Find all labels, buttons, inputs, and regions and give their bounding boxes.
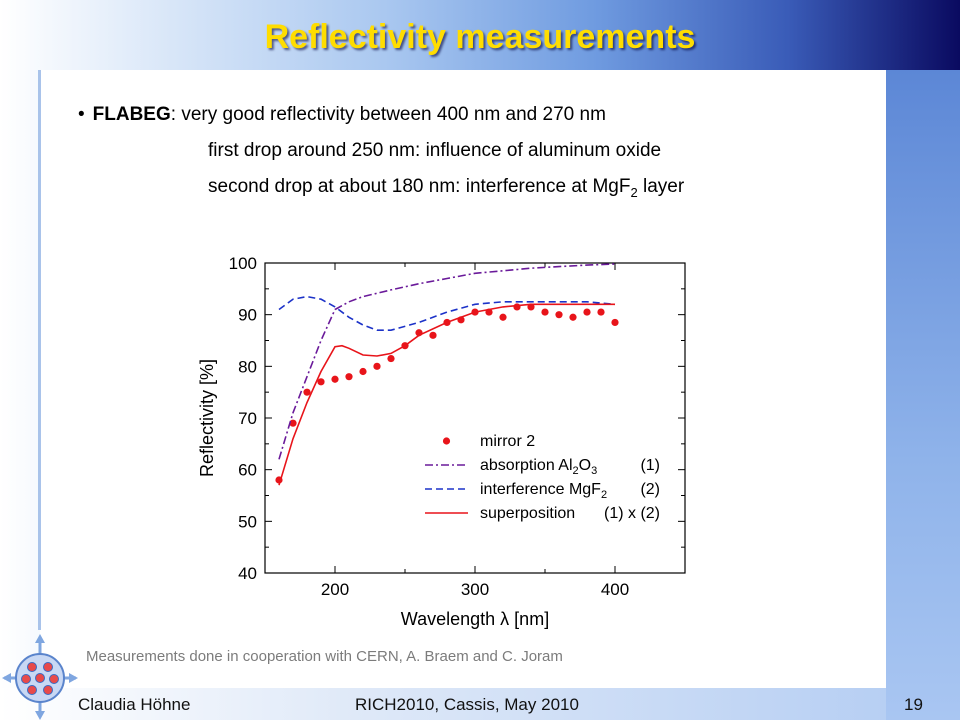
data-point-mirror-2 [569, 313, 577, 321]
data-point-mirror-2 [611, 318, 619, 327]
data-point-mirror-2 [583, 308, 591, 316]
slide-title: Reflectivity measurements [264, 18, 696, 56]
data-point-mirror-2 [499, 313, 507, 321]
y-tick-label: 100 [229, 254, 257, 273]
bullet-line-3-sub: 2 [630, 184, 638, 200]
data-point-mirror-2 [317, 378, 325, 386]
data-point-mirror-2 [541, 308, 549, 316]
y-axis-label: Reflectivity [%] [197, 359, 217, 477]
page-number: 19 [904, 695, 923, 714]
bullet-line-3-pre: second drop at about 180 nm: interferenc… [208, 176, 631, 197]
series-line-3 [278, 303, 615, 486]
bullet-line-1: • FLABEG: very good reflectivity between … [78, 104, 606, 126]
legend-label: mirror 2 [480, 433, 535, 450]
legend-label: superposition [480, 505, 575, 522]
legend-tag: (2) [640, 481, 660, 498]
footer-background [0, 688, 886, 720]
legend-label: absorption Al2O3 [480, 457, 597, 477]
footer-author: Claudia Höhne [78, 695, 191, 714]
content-area [40, 70, 886, 688]
bullet-dot: • [78, 104, 85, 125]
legend-entry-3: superposition (1) x (2) [425, 505, 660, 522]
left-decorative-bar [38, 70, 41, 630]
caption: Measurements done in cooperation with CE… [86, 648, 563, 665]
data-point-mirror-2 [597, 308, 605, 316]
x-tick-label: 400 [601, 580, 629, 599]
data-point-mirror-2 [429, 331, 437, 339]
series-line-1 [278, 263, 616, 460]
legend-entry-1: absorption Al2O3 (1) [425, 457, 660, 477]
x-tick-label: 300 [461, 580, 489, 599]
bullet-line-2: first drop around 250 nm: influence of a… [208, 140, 662, 161]
legend-label: interference MgF2 [480, 481, 607, 501]
y-tick-label: 40 [238, 564, 257, 583]
y-tick-label: 60 [238, 461, 257, 480]
legend-entry-2: interference MgF2 (2) [425, 481, 660, 501]
data-point-mirror-2 [387, 354, 395, 363]
right-decorative-band [886, 70, 960, 720]
data-point-mirror-2 [303, 388, 311, 396]
bullet-line-3: second drop at about 180 nm: interferenc… [208, 176, 684, 200]
x-axis-label: Wavelength λ [nm] [401, 609, 549, 629]
data-point-mirror-2 [373, 362, 381, 370]
bullet-lead: FLABEG [92, 104, 171, 125]
data-point-mirror-2 [359, 367, 367, 376]
bullet-line-3-post: layer [637, 176, 685, 197]
y-tick-label: 50 [238, 512, 257, 531]
data-point-mirror-2 [513, 303, 521, 311]
footer-conference: RICH2010, Cassis, May 2010 [355, 695, 579, 714]
bullet-line-1-text: : very good reflectivity between 400 nm … [170, 104, 606, 125]
series-line-2 [278, 295, 616, 331]
data-point-mirror-2 [345, 373, 353, 381]
legend-marker [442, 437, 451, 445]
y-tick-label: 80 [238, 357, 257, 376]
y-tick-label: 90 [238, 306, 257, 325]
legend-entry-0: mirror 2 [442, 433, 535, 450]
y-tick-label: 70 [238, 409, 257, 428]
data-point-mirror-2 [555, 311, 563, 319]
legend-tag: (1) x (2) [604, 505, 660, 522]
logo-icon [2, 634, 78, 720]
reflectivity-chart: 40 50 60 70 80 90 100 200 300 400 Wavelength λ [nm… [197, 254, 686, 629]
data-point-mirror-2 [331, 375, 339, 383]
x-tick-label: 200 [321, 580, 349, 599]
legend-tag: (1) [640, 457, 660, 474]
